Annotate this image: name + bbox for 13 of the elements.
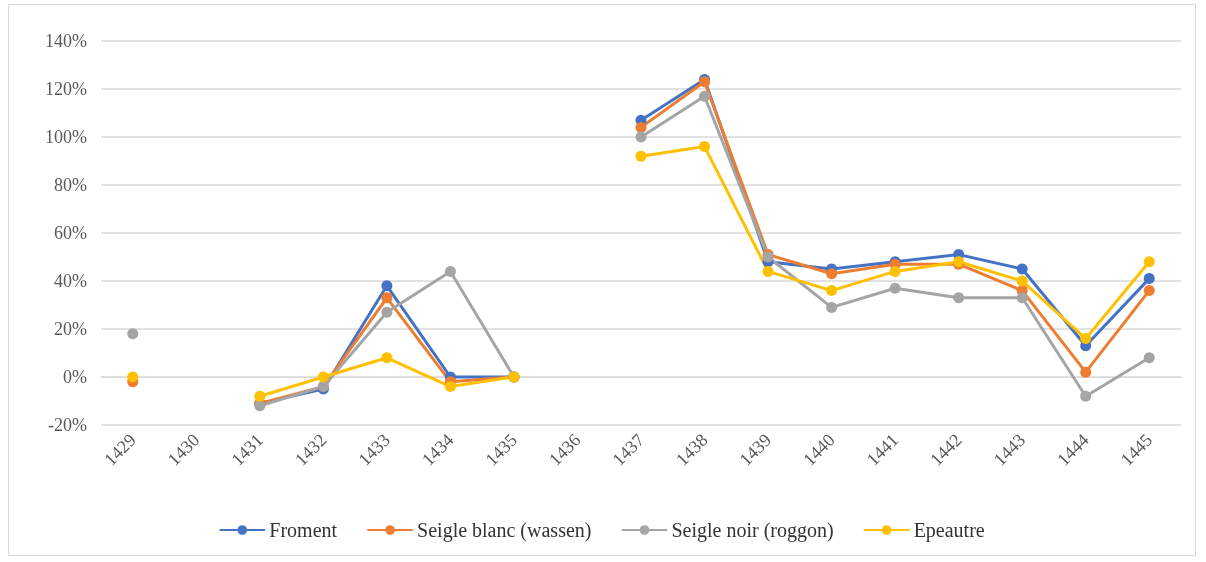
legend-label: Froment (269, 519, 338, 541)
y-tick-label: 80% (54, 175, 87, 195)
y-tick-label: 40% (54, 271, 87, 291)
y-tick-label: 100% (45, 127, 87, 147)
y-tick-label: 20% (54, 319, 87, 339)
y-tick-label: -20% (48, 415, 87, 435)
y-tick-label: 140% (45, 31, 87, 51)
legend-label: Epeautre (913, 519, 985, 542)
y-tick-label: 0% (63, 367, 87, 387)
y-tick-label: 60% (54, 223, 87, 243)
y-tick-label: 120% (45, 79, 87, 99)
legend-label: Seigle noir (roggon) (671, 519, 834, 542)
legend-label: Seigle blanc (wassen) (417, 519, 592, 542)
